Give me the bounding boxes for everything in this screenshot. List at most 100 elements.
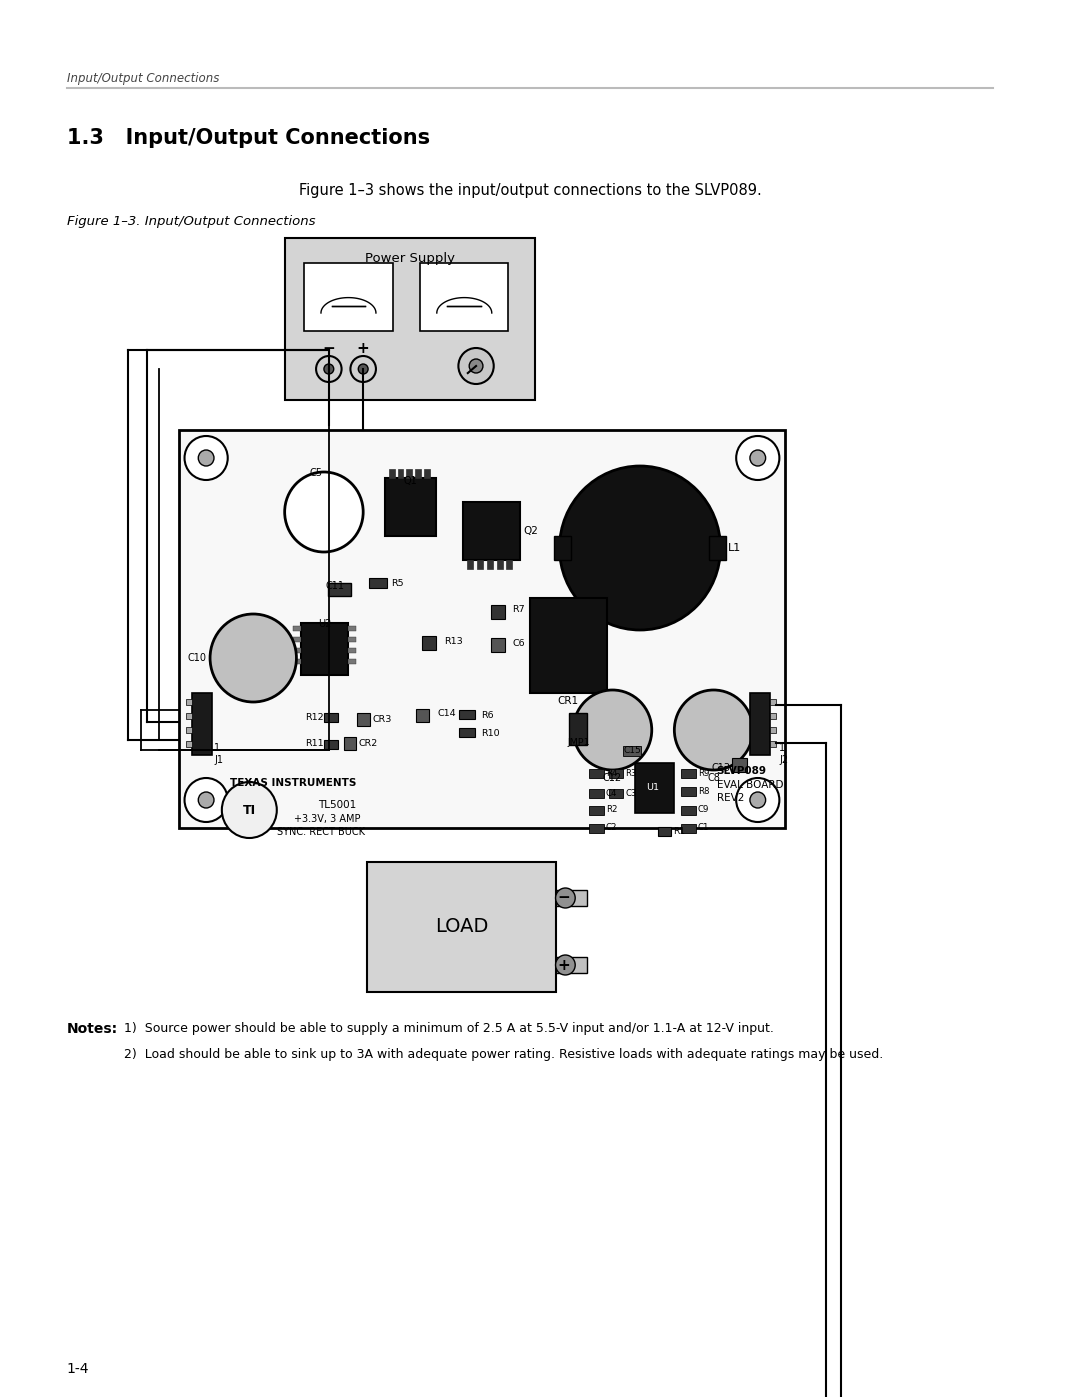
Bar — [635, 763, 674, 813]
Bar — [608, 768, 623, 778]
Text: CR1: CR1 — [557, 696, 579, 705]
Text: EVAL BOARD: EVAL BOARD — [716, 780, 783, 789]
Bar — [422, 636, 436, 650]
Bar — [589, 768, 604, 778]
Circle shape — [469, 359, 483, 373]
Text: TEXAS INSTRUMENTS: TEXAS INSTRUMENTS — [230, 778, 356, 788]
Bar — [770, 698, 777, 705]
Text: R10: R10 — [481, 728, 500, 738]
Bar — [349, 659, 356, 664]
Circle shape — [737, 436, 780, 481]
Bar — [285, 237, 535, 400]
Bar — [530, 598, 607, 693]
Circle shape — [185, 778, 228, 821]
Bar — [186, 740, 192, 747]
Bar — [406, 469, 413, 478]
Text: R8: R8 — [698, 787, 710, 795]
Text: Figure 1–3. Input/Output Connections: Figure 1–3. Input/Output Connections — [67, 215, 315, 228]
Bar — [589, 806, 604, 814]
Circle shape — [221, 782, 276, 838]
Bar — [555, 890, 588, 907]
Circle shape — [359, 365, 368, 374]
Text: C6: C6 — [512, 638, 525, 647]
Bar — [186, 712, 192, 719]
Text: LOAD: LOAD — [434, 918, 488, 936]
Bar — [623, 746, 640, 756]
Bar — [294, 648, 301, 652]
Text: −: − — [323, 341, 335, 356]
Text: +3.3V, 3 AMP: +3.3V, 3 AMP — [295, 814, 361, 824]
Circle shape — [185, 436, 228, 481]
Circle shape — [316, 356, 341, 381]
Text: Power Supply: Power Supply — [365, 251, 455, 265]
Text: C15: C15 — [623, 746, 642, 754]
Bar — [770, 740, 777, 747]
Text: 1: 1 — [780, 743, 785, 753]
Circle shape — [199, 792, 214, 807]
Text: 1-4: 1-4 — [67, 1362, 90, 1376]
Bar — [681, 806, 696, 814]
Text: C14: C14 — [437, 710, 457, 718]
Bar — [384, 478, 436, 536]
Text: Q2: Q2 — [523, 527, 538, 536]
Bar — [294, 626, 301, 631]
Circle shape — [750, 450, 766, 467]
Bar — [192, 693, 212, 754]
Bar — [658, 827, 672, 835]
Bar — [459, 728, 475, 738]
Bar — [186, 698, 192, 705]
Text: Notes:: Notes: — [67, 1023, 118, 1037]
Circle shape — [324, 365, 334, 374]
Text: SYNC. RECT BUCK: SYNC. RECT BUCK — [276, 827, 365, 837]
Text: R11: R11 — [306, 739, 324, 749]
Text: C12: C12 — [603, 773, 622, 782]
Text: +: + — [356, 341, 369, 356]
Text: C10: C10 — [187, 652, 206, 664]
Text: CR3: CR3 — [372, 714, 391, 724]
Bar — [415, 469, 421, 478]
Bar — [681, 768, 696, 778]
Bar — [301, 623, 349, 675]
Bar — [589, 789, 604, 798]
Bar — [328, 583, 351, 597]
Text: C5: C5 — [310, 468, 323, 478]
Bar — [178, 430, 785, 828]
Text: L1: L1 — [728, 543, 742, 553]
Text: 1)  Source power should be able to supply a minimum of 2.5 A at 5.5-V input and/: 1) Source power should be able to supply… — [124, 1023, 773, 1035]
Bar — [294, 637, 301, 643]
Bar — [349, 648, 356, 652]
Text: Q1: Q1 — [404, 476, 417, 486]
Circle shape — [737, 778, 780, 821]
Circle shape — [555, 888, 576, 908]
Text: +: + — [557, 957, 570, 972]
Circle shape — [573, 690, 651, 770]
Text: TI: TI — [243, 803, 256, 816]
Bar — [357, 712, 370, 726]
Bar — [463, 502, 521, 560]
Bar — [487, 560, 492, 569]
Circle shape — [674, 690, 753, 770]
Circle shape — [750, 792, 766, 807]
Circle shape — [210, 615, 296, 703]
Bar — [324, 712, 338, 722]
Bar — [459, 710, 475, 719]
Text: C8: C8 — [707, 773, 720, 782]
Text: 2)  Load should be able to sink up to 3A with adequate power rating. Resistive l: 2) Load should be able to sink up to 3A … — [124, 1048, 883, 1060]
Text: R12: R12 — [306, 712, 324, 721]
Bar — [589, 824, 604, 833]
Text: REV2: REV2 — [716, 793, 744, 803]
Bar — [369, 578, 387, 588]
Bar — [424, 469, 430, 478]
Circle shape — [199, 450, 214, 467]
Bar — [569, 712, 588, 745]
Text: C4: C4 — [606, 788, 617, 798]
Bar — [468, 560, 473, 569]
Circle shape — [458, 348, 494, 384]
Text: R9: R9 — [698, 768, 710, 778]
Text: C3: C3 — [625, 788, 637, 798]
Text: C9: C9 — [698, 806, 710, 814]
Text: R7: R7 — [512, 605, 525, 615]
Text: 1.3   Input/Output Connections: 1.3 Input/Output Connections — [67, 129, 430, 148]
Text: U1: U1 — [646, 784, 659, 792]
Text: C2: C2 — [606, 823, 617, 833]
